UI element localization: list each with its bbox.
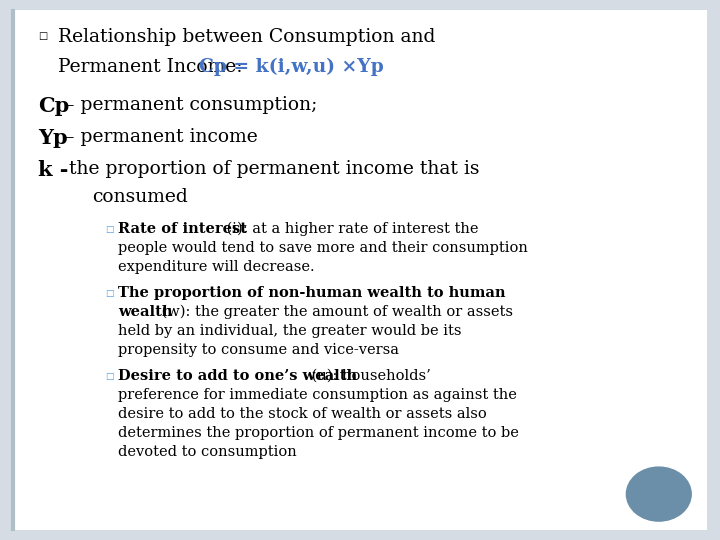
Text: determines the proportion of permanent income to be: determines the proportion of permanent i… [118,426,519,440]
Text: Rate of interest: Rate of interest [118,222,247,236]
Text: □: □ [105,372,114,381]
Text: (u): households’: (u): households’ [307,369,431,383]
Text: □: □ [105,289,114,298]
Text: □: □ [38,32,48,41]
Text: Relationship between Consumption and: Relationship between Consumption and [58,28,436,46]
Text: held by an individual, the greater would be its: held by an individual, the greater would… [118,324,462,338]
Text: Cp = k(i,w,u) ×Yp: Cp = k(i,w,u) ×Yp [199,58,384,76]
Text: desire to add to the stock of wealth or assets also: desire to add to the stock of wealth or … [118,407,487,421]
Text: expenditure will decrease.: expenditure will decrease. [118,260,315,274]
Text: devoted to consumption: devoted to consumption [118,445,297,459]
Text: Yp: Yp [38,128,68,148]
Text: The proportion of non-human wealth to human: The proportion of non-human wealth to hu… [118,286,505,300]
Text: Permanent Income:: Permanent Income: [58,58,248,76]
Text: – permanent consumption;: – permanent consumption; [58,96,317,114]
Text: Cp: Cp [38,96,69,116]
Text: people would tend to save more and their consumption: people would tend to save more and their… [118,241,528,255]
Text: consumed: consumed [92,188,188,206]
Text: □: □ [105,225,114,234]
Text: (w): the greater the amount of wealth or assets: (w): the greater the amount of wealth or… [157,305,513,319]
Text: wealth: wealth [118,305,173,319]
Text: – permanent income: – permanent income [58,128,257,146]
Text: preference for immediate consumption as against the: preference for immediate consumption as … [118,388,517,402]
Text: propensity to consume and vice-versa: propensity to consume and vice-versa [118,343,399,357]
Text: the proportion of permanent income that is: the proportion of permanent income that … [69,160,480,178]
Text: Desire to add to one’s wealth: Desire to add to one’s wealth [118,369,357,383]
Text: k -: k - [38,160,68,180]
Text: (i): at a higher rate of interest the: (i): at a higher rate of interest the [222,222,479,237]
